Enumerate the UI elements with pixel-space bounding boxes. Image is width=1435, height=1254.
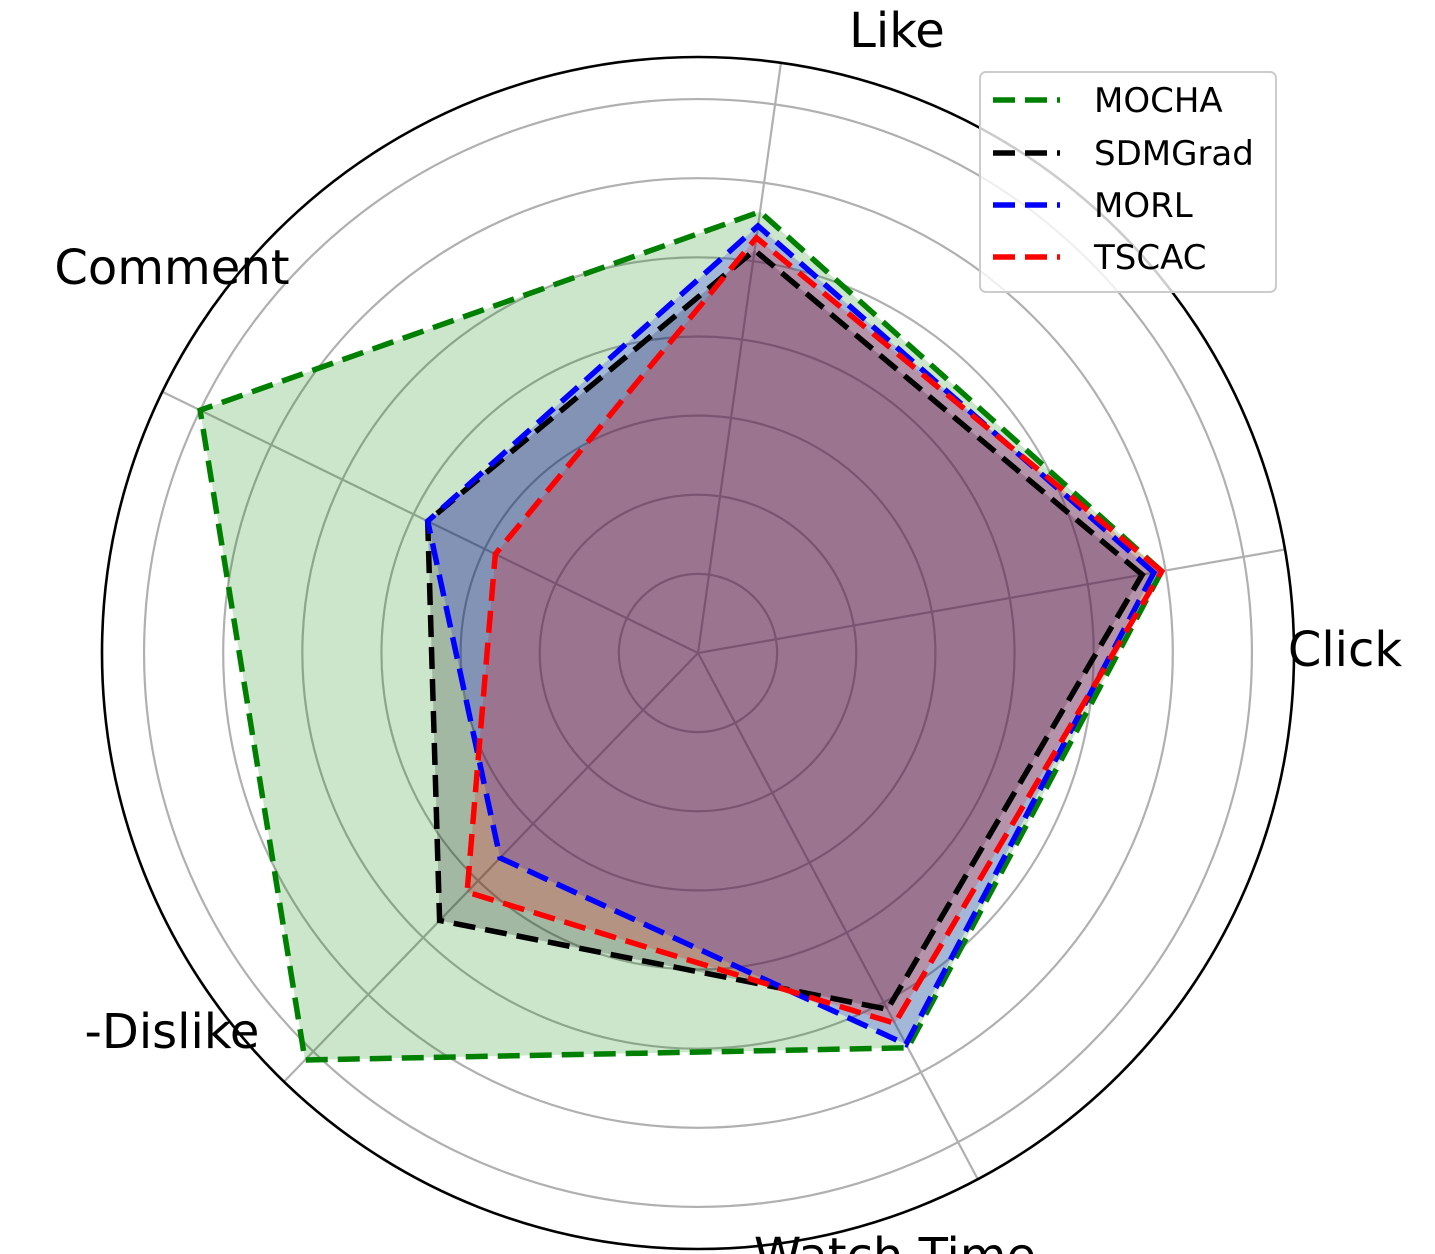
series-line-tscac	[464, 233, 1166, 1027]
grid-spoke	[283, 652, 699, 1083]
grid-ring	[459, 414, 937, 892]
legend: MOCHA SDMGrad MORL TSCAC	[979, 71, 1277, 293]
series-fill-tscac	[467, 237, 1162, 1024]
grid-ring	[222, 177, 1174, 1129]
grid-spoke	[697, 652, 979, 1180]
axis-label-watch-time: Watch Time	[754, 1228, 1036, 1254]
legend-label-tscac: TSCAC	[1093, 238, 1207, 278]
series-fill-mocha	[200, 211, 1162, 1061]
legend-frame	[979, 71, 1277, 293]
grid-ring	[538, 493, 858, 813]
legend-label-morl: MORL	[1094, 186, 1193, 226]
grid-ring	[380, 335, 1016, 971]
legend-label-sdmgrad: SDMGrad	[1094, 134, 1254, 174]
grid-ring	[142, 97, 1254, 1209]
axis-label-dislike: -Dislike	[85, 1004, 260, 1060]
series-fill-morl	[427, 225, 1154, 1045]
grid-spoke	[696, 62, 783, 654]
grid-ring	[617, 572, 779, 734]
series-line-sdmgrad	[424, 246, 1146, 1013]
axis-labels: Click Like Comment -Dislike Watch Time	[54, 3, 1402, 1254]
axis-label-click: Click	[1288, 622, 1403, 678]
axis-label-like: Like	[849, 3, 945, 59]
series-line-mocha	[197, 208, 1166, 1063]
outer-frame	[100, 55, 1296, 1251]
grid-spoke	[697, 548, 1286, 655]
series-line-morl	[424, 222, 1158, 1048]
grid	[100, 55, 1296, 1251]
series-fill-sdmgrad	[427, 250, 1143, 1010]
legend-label-mocha: MOCHA	[1094, 81, 1223, 121]
axis-label-comment: Comment	[54, 240, 289, 296]
series-layer	[197, 208, 1166, 1063]
